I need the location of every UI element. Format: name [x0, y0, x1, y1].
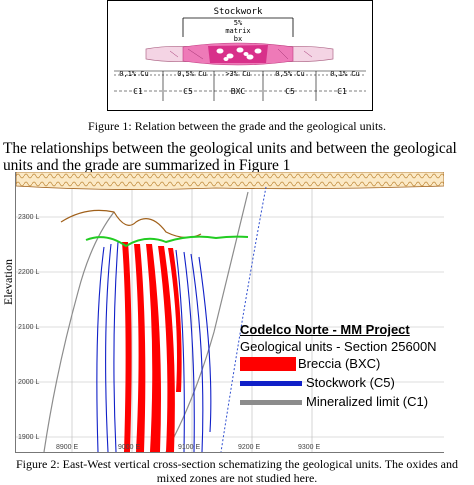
y-tick-labels: 2300 L 2200 L 2100 L 2000 L 1900 L: [18, 214, 40, 441]
figure-1-caption: Figure 1: Relation between the grade and…: [88, 119, 386, 133]
figure-1-grade-units: Stockwork 5% matrix bx 0,1% Cu 0,5% Cu >…: [107, 0, 373, 111]
cross-section-svg: 2300 L 2200 L 2100 L 2000 L 1900 L 8900 …: [16, 172, 444, 452]
stockwork-lines: [96, 241, 212, 452]
grade-label-5: 0,1% Cu: [330, 70, 360, 78]
unit-label-1: C1: [133, 87, 143, 96]
legend-limit-label: Mineralized limit (C1): [306, 394, 429, 409]
grade-label-4: 0,5% Cu: [275, 70, 305, 78]
grade-label-3: >3% Cu: [225, 70, 250, 78]
y-axis-label: Elevation: [1, 259, 15, 305]
y-tick-2300: 2300 L: [18, 214, 40, 221]
x-tick-8900: 8900 E: [56, 444, 79, 451]
surface-trace: [60, 209, 202, 239]
figure-2-caption: Figure 2: East-West vertical cross-secti…: [15, 457, 459, 485]
figure-2-cross-section: 2300 L 2200 L 2100 L 2000 L 1900 L 8900 …: [15, 172, 444, 453]
limit-east: [165, 191, 249, 452]
legend-breccia-swatch: [240, 357, 296, 371]
unit-label-4: C5: [285, 87, 295, 96]
body-paragraph: The relationships between the geological…: [3, 140, 457, 174]
veinlets: [169, 48, 313, 60]
oxide-line: [85, 235, 249, 248]
grade-label-1: 0,1% Cu: [119, 70, 149, 78]
x-tick-9000: 9000 E: [118, 444, 141, 451]
matrix-line-1: 5%: [234, 19, 243, 27]
figure-1-diagram: Stockwork 5% matrix bx 0,1% Cu 0,5% Cu >…: [114, 7, 366, 101]
overburden: [16, 172, 444, 190]
legend-title: Codelco Norte - MM Project: [240, 322, 410, 337]
legend-subtitle: Geological units - Section 25600N: [240, 339, 437, 354]
unit-dividers: [162, 71, 317, 101]
unit-label-5: C1: [337, 87, 347, 96]
y-tick-2100: 2100 L: [18, 324, 40, 331]
breccia-clasts: [216, 47, 262, 61]
y-tick-2000: 2000 L: [18, 379, 40, 386]
y-tick-1900: 1900 L: [18, 434, 40, 441]
stockwork-label: Stockwork: [214, 7, 263, 17]
grade-label-2: 0,5% Cu: [177, 70, 207, 78]
x-tick-9100: 9100 E: [178, 444, 201, 451]
x-tick-9300: 9300 E: [298, 444, 321, 451]
grid: [16, 172, 444, 452]
fault-dotted: [220, 186, 267, 452]
matrix-line-2: matrix: [225, 27, 250, 35]
legend-limit-swatch: [240, 400, 302, 405]
x-tick-9200: 9200 E: [238, 444, 261, 451]
y-tick-2200: 2200 L: [18, 269, 40, 276]
unit-label-3: BXC: [231, 87, 246, 96]
breccia-bodies: [122, 242, 182, 452]
legend-breccia-label: Breccia (BXC): [298, 356, 381, 371]
unit-label-2: C5: [183, 87, 193, 96]
legend-stockwork-swatch: [240, 381, 302, 386]
matrix-line-3: bx: [234, 35, 242, 43]
limit-west: [43, 211, 115, 452]
breccia-zone: [208, 45, 268, 63]
x-tick-labels: 8900 E 9000 E 9100 E 9200 E 9300 E: [56, 444, 321, 451]
legend-stockwork-label: Stockwork (C5): [306, 375, 395, 390]
